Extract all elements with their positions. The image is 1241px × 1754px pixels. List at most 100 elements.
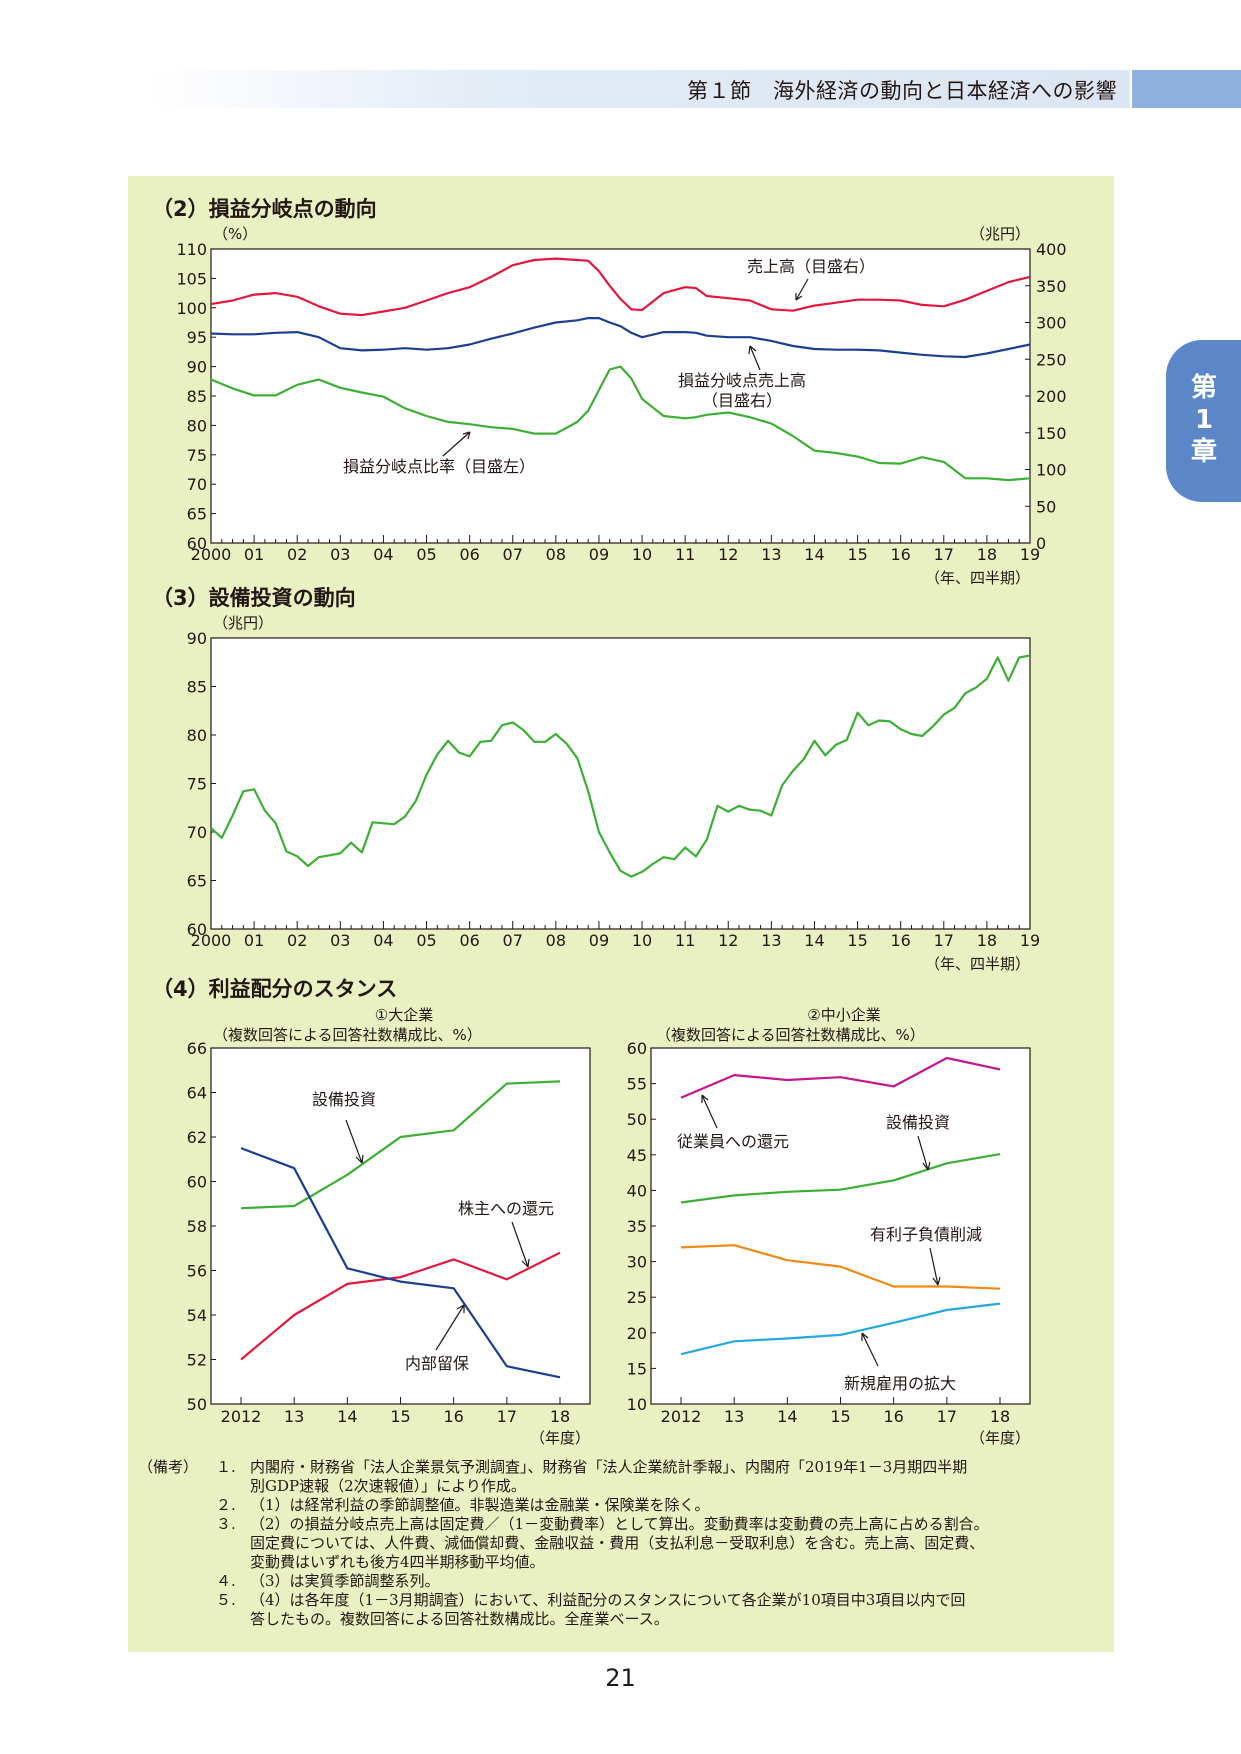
chapter-tab[interactable] — [1166, 340, 1241, 502]
header-band — [150, 70, 1130, 108]
chart1-y2-tick-label: 50 — [1036, 497, 1056, 516]
chart2-y-tick-label: 85 — [187, 678, 207, 697]
series-sales-line — [210, 257, 1031, 317]
chart1-y-tick-label: 105 — [176, 269, 207, 288]
label-large-capex: 設備投資 — [312, 1090, 376, 1109]
chart1-y-tick-label: 65 — [187, 505, 207, 524]
chart2-y-tick-label: 75 — [187, 775, 207, 794]
chart3-y-tick-label: 50 — [187, 1395, 207, 1414]
chart3-y-tick-label: 58 — [187, 1217, 207, 1236]
chart1-y-tick-label: 75 — [187, 446, 207, 465]
arrow-sme-hiring — [861, 1332, 879, 1367]
chart4-y-tick-label: 30 — [627, 1253, 647, 1272]
chart3-x-tick-label: 17 — [497, 1407, 517, 1426]
arrow-large-shareholder-head — [521, 1258, 530, 1268]
notes-block: （備考） １. 内閣府・財務省「法人企業景気予測調査」、財務省「法人企業統計季報… — [138, 1458, 1098, 1629]
chart2-x-tick-label: 18 — [977, 931, 997, 950]
label-sme-employee: 従業員への還元 — [677, 1132, 789, 1151]
chart4-y-tick-label: 10 — [627, 1395, 647, 1414]
label-large-retained: 内部留保 — [405, 1354, 469, 1373]
arrow-sme-debt-head — [932, 1276, 941, 1286]
chart2-x-tick-label: 07 — [503, 931, 523, 950]
chart4-x-tick-label: 13 — [724, 1407, 744, 1426]
arrow-sme-debt — [929, 1247, 939, 1286]
chart4-y-tick-label: 35 — [627, 1217, 647, 1236]
chart1-x-tick-label: 13 — [761, 545, 781, 564]
chart2-y-tick-label: 65 — [187, 872, 207, 891]
chart3-x-tick-label: 15 — [390, 1407, 410, 1426]
series-sme-employee-line — [680, 1056, 1001, 1099]
arrow-sme-employee — [701, 1094, 718, 1129]
arrow-large-capex-head — [355, 1154, 364, 1164]
label-sme-debt: 有利子負債削減 — [870, 1225, 982, 1244]
chart4-y-tick-label: 60 — [627, 1039, 647, 1058]
sme-chart: 60 55 50 45 40 35 30 25 20 15 10 2012 13 14 15 16 17 18 — [627, 1039, 1031, 1426]
chart2-y-tick-label: 60 — [187, 920, 207, 939]
chart3-x-tick-label: 18 — [550, 1407, 570, 1426]
chart3-subtitle: ①大企業 — [375, 1006, 433, 1024]
chart1-y-tick-label: 60 — [187, 534, 207, 553]
chart1-x-tick-label: 12 — [718, 545, 738, 564]
note-item-2: ２. （1）は経常利益の季節調整値。非製造業は金融業・保険業を除く。 — [138, 1496, 1098, 1515]
note-line: 内閣府・財務省「法人企業景気予測調査」、財務省「法人企業統計季報」、内閣府「20… — [250, 1458, 968, 1476]
arrow-large-retained-head — [456, 1304, 465, 1313]
arrow-bep-sales — [749, 345, 761, 371]
arrow-sme-employee-head — [701, 1094, 709, 1103]
chart2-left-unit: （兆円） — [213, 614, 273, 632]
note-line: 別GDP速報（2次速報値）」により作成。 — [250, 1477, 526, 1495]
series-large-shareholder-line — [240, 1251, 561, 1361]
header-blue-block — [1132, 70, 1241, 108]
chapter-char-1: 第 — [1190, 373, 1217, 403]
capex-chart: 2000 01 02 03 04 05 06 07 08 09 10 11 12 13 14 15 16 17 18… — [187, 629, 1041, 950]
chart2-x-tick-label: 03 — [330, 931, 350, 950]
note-line: 固定費については、人件費、減価償却費、金融収益・費用（支払利息－受取利息）を含む… — [250, 1534, 985, 1552]
chart4-y-tick-label: 15 — [627, 1359, 647, 1378]
arrow-large-shareholder — [511, 1221, 529, 1268]
chart2-x-tick-label: 17 — [934, 931, 954, 950]
note-item-4: ４. （3）は実質季節調整系列。 — [138, 1572, 1098, 1591]
chart3-x-tick-label: 13 — [284, 1407, 304, 1426]
chart2-x-tick-label: 01 — [244, 931, 264, 950]
note-number: １. — [216, 1458, 236, 1476]
chart1-x-unit: （年、四半期） — [925, 569, 1030, 587]
note-line: 変動費はいずれも後方4四半期移動平均値。 — [250, 1553, 545, 1571]
chart1-y2-tick-label: 350 — [1036, 277, 1067, 296]
chart2-y-tick-label: 80 — [187, 726, 207, 745]
chart1-y-tick-label: 100 — [176, 299, 207, 318]
chart1-x-tick-label: 18 — [977, 545, 997, 564]
chart1-y-tick-label: 90 — [187, 358, 207, 377]
chart3-x-unit: （年度） — [530, 1429, 590, 1447]
large-firm-chart: 66 64 62 60 58 56 54 52 50 2012 13 14 15 16 17 18 — [187, 1039, 591, 1426]
chart1-x-tick-label: 16 — [891, 545, 911, 564]
chart1-x-tick-label: 03 — [330, 545, 350, 564]
series-sme-capex-line — [680, 1153, 1001, 1204]
note-number: ３. — [216, 1515, 236, 1533]
chart1-x-tick-label: 04 — [373, 545, 393, 564]
label-bep-ratio: 損益分岐点比率（目盛左） — [343, 457, 535, 476]
chart1-y-tick-label: 70 — [187, 475, 207, 494]
chart4-y-tick-label: 55 — [627, 1075, 647, 1094]
breakeven-chart: 2000 01 02 03 04 05 06 07 08 09 10 11 12 13 14 15 16 17 18… — [176, 240, 1066, 564]
chart1-y-tick-label: 85 — [187, 387, 207, 406]
chart2-x-tick-label: 05 — [416, 931, 436, 950]
note-line: （4）は各年度（1－3月期調査）において、利益配分のスタンスについて各企業が10… — [250, 1591, 966, 1609]
chart1-x-tick-label: 09 — [589, 545, 609, 564]
chart2-x-tick-label: 15 — [847, 931, 867, 950]
chart1-x-tick-label: 2000 — [191, 545, 232, 564]
chart3-x-tick-label: 16 — [443, 1407, 463, 1426]
chart3-y-tick-label: 56 — [187, 1262, 207, 1281]
chart2-x-tick-label: 09 — [589, 931, 609, 950]
label-bep-sales-1: 損益分岐点売上高 — [678, 371, 806, 390]
chart2-x-tick-label: 14 — [804, 931, 824, 950]
chart4-ylabel: （複数回答による回答社数構成比、%） — [656, 1026, 925, 1044]
series-capex-line — [210, 654, 1031, 878]
chart2-x-tick-label: 02 — [287, 931, 307, 950]
chart1-x-tick-label: 17 — [934, 545, 954, 564]
chart1-x-tick-label: 10 — [632, 545, 652, 564]
chart3-y-tick-label: 60 — [187, 1173, 207, 1192]
chart3-x-tick-label: 14 — [337, 1407, 357, 1426]
note-item-3: ３. （2）の損益分岐点売上高は固定費／（1－変動費率）として算出。変動費率は変… — [138, 1515, 1098, 1572]
chart2-title: （3）設備投資の動向 — [152, 586, 356, 610]
chart1-y2-tick-label: 150 — [1036, 424, 1067, 443]
chart1-y2-tick-label: 400 — [1036, 240, 1067, 259]
